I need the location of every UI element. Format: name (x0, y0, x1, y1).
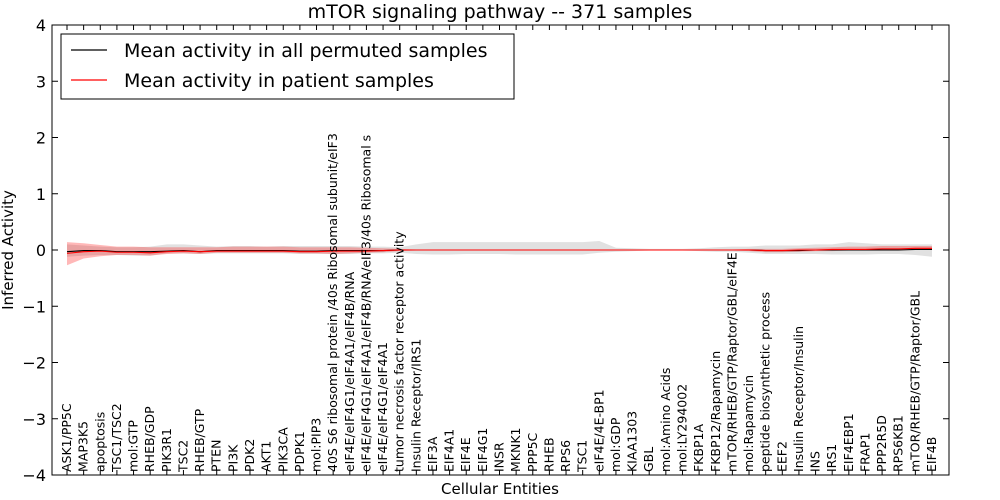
x-tick-label: peptide biosynthetic process (758, 292, 773, 472)
y-tick-label: 3 (36, 72, 46, 91)
x-tick-label: EIF3A (425, 436, 440, 472)
y-axis-label: Inferred Activity (0, 190, 17, 310)
x-tick-label: PIK3CA (275, 427, 290, 472)
y-tick-label: 1 (36, 185, 46, 204)
x-tick-label: GBL (641, 447, 656, 472)
x-tick-label: ASK1/PP5C (59, 403, 74, 472)
legend-label-patient: Mean activity in patient samples (124, 70, 434, 92)
chart-title: mTOR signaling pathway -- 371 samples (308, 1, 693, 23)
x-tick-label: INSR (492, 442, 507, 472)
confidence-bands (67, 241, 932, 266)
x-tick-label: AKT1 (259, 441, 274, 472)
y-axis: −4 −3 −2 −1 0 1 2 3 4 (22, 16, 949, 485)
x-tick-label: mol:Amino Acids (658, 368, 673, 472)
x-tick-label: mol:GDP (608, 417, 623, 472)
x-tick-label: mol:PIP3 (309, 418, 324, 472)
x-tick-label: EIF4G1 (475, 428, 490, 472)
x-tick-label: FRAP1 (857, 433, 872, 472)
y-tick-label: −4 (22, 466, 46, 485)
x-tick-label: EEF2 (774, 441, 789, 472)
x-tick-label: FKBP12/Rapamycin (708, 351, 723, 472)
x-tick-label: MKNK1 (508, 428, 523, 472)
x-tick-label: tumor necrosis factor receptor activity (392, 231, 407, 472)
band-permuted (67, 241, 932, 257)
y-tick-label: 4 (36, 16, 46, 35)
x-tick-label: mol:LY294002 (674, 384, 689, 472)
x-tick-label: mTOR/RHEB/GTP/Raptor/GBL (907, 291, 922, 472)
legend: Mean activity in all permuted samples Me… (60, 33, 515, 100)
x-tick-label: TSC1/TSC2 (109, 403, 124, 473)
x-tick-label: mTOR/RHEB/GTP/Raptor/GBL/eIF4E (724, 252, 739, 472)
x-axis: ASK1/PP5C MAP3K5 apoptosis TSC1/TSC2 mol:GTP… (59, 25, 939, 475)
series-lines (66, 247, 932, 254)
x-tick-label: TSC1 (575, 440, 590, 473)
x-tick-label: PIK3R1 (159, 428, 174, 472)
y-tick-label: −1 (22, 297, 46, 316)
line-patient-mean (66, 247, 932, 254)
x-tick-label: FKBP1A (691, 424, 706, 472)
x-tick-label: PDPK1 (292, 431, 307, 472)
x-tick-label: RPS6KB1 (891, 415, 906, 472)
x-tick-label: PPP5C (525, 432, 540, 472)
x-tick-label: eIF4E/eIF4G1/eIF4A1/eIF4B/RNA/eIF3/40s R… (358, 135, 373, 472)
x-tick-label: RHEB (541, 437, 556, 472)
x-tick-label: PPP2R5D (874, 415, 889, 472)
y-tick-label: 2 (36, 129, 46, 148)
y-tick-label: −2 (22, 354, 46, 373)
x-tick-label: EIF4EBP1 (841, 413, 856, 472)
x-tick-label: IRS1 (824, 444, 839, 472)
x-tick-label: RPS6 (558, 440, 573, 472)
x-tick-label: mol:GTP (126, 420, 141, 472)
x-tick-label: RHEB/GDP (142, 406, 157, 472)
x-axis-label: Cellular Entities (441, 480, 559, 498)
x-tick-label: eIF4E/4E-BP1 (591, 389, 606, 472)
y-tick-label: 0 (36, 241, 46, 260)
x-tick-label: PDK2 (242, 439, 257, 472)
legend-box (60, 33, 515, 100)
x-tick-label: Insulin Receptor/Insulin (791, 326, 806, 472)
plot-frame (51, 24, 950, 476)
x-tick-label: EIF4B (924, 437, 939, 472)
legend-label-permuted: Mean activity in all permuted samples (124, 40, 487, 62)
x-tick-label: MAP3K5 (76, 421, 91, 472)
x-tick-label: RHEB/GTP (192, 408, 207, 472)
band-patient (67, 242, 932, 266)
x-tick-label: apoptosis (92, 412, 107, 472)
y-tick-label: −3 (22, 410, 46, 429)
x-tick-label: INS (808, 451, 823, 472)
x-tick-label: TSC2 (175, 440, 190, 473)
x-tick-label: KIAA1303 (625, 411, 640, 472)
x-tick-label: PI3K (225, 444, 240, 472)
x-tick-label: EIF4E (458, 437, 473, 472)
x-tick-label: Insulin Receptor/IRS1 (408, 339, 423, 472)
x-tick-label: eIF4E/eIF4G1/eIF4A1/eIF4B/RNA (342, 271, 357, 472)
x-tick-label: EIF4A1 (442, 429, 457, 472)
x-tick-label: eIF4E/eIF4G1/eIF4A1 (375, 342, 390, 472)
x-tick-label: PTEN (209, 440, 224, 472)
x-tick-label: 40S S6 ribosomal protein /40s Ribosomal … (325, 133, 340, 472)
x-tick-label: mol:Rapamycin (741, 375, 756, 472)
